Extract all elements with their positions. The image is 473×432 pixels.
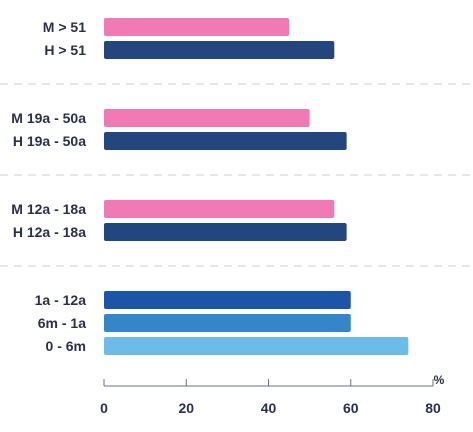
- category-label: M > 51: [43, 19, 86, 35]
- category-label: H 12a - 18a: [13, 224, 86, 240]
- x-tick-label: 20: [178, 400, 194, 416]
- group-separators: [0, 83, 473, 267]
- category-label: 0 - 6m: [46, 338, 86, 354]
- bar: [104, 41, 335, 59]
- bar: [104, 314, 351, 332]
- bars: [104, 18, 409, 355]
- category-labels: M > 51 H > 51 M 19a - 50a H 19a - 50a M 12a …: [11, 19, 86, 354]
- x-tick-label: 40: [261, 400, 277, 416]
- x-axis-unit: %: [434, 373, 445, 387]
- x-tick-label: 0: [100, 400, 108, 416]
- x-tick-label: 60: [343, 400, 359, 416]
- category-label: H > 51: [44, 42, 86, 58]
- bar: [104, 132, 347, 150]
- x-axis: % 0 20 40 60 80: [100, 373, 445, 416]
- bar: [104, 18, 290, 36]
- category-label: M 19a - 50a: [11, 110, 86, 126]
- bar: [104, 337, 409, 355]
- category-label: M 12a - 18a: [11, 201, 86, 217]
- bar: [104, 109, 310, 127]
- bar: [104, 291, 351, 309]
- category-label: 1a - 12a: [35, 292, 87, 308]
- x-tick-label: 80: [425, 400, 441, 416]
- bar: [104, 200, 335, 218]
- bar: [104, 223, 347, 241]
- category-label: 6m - 1a: [38, 315, 86, 331]
- category-label: H 19a - 50a: [13, 133, 86, 149]
